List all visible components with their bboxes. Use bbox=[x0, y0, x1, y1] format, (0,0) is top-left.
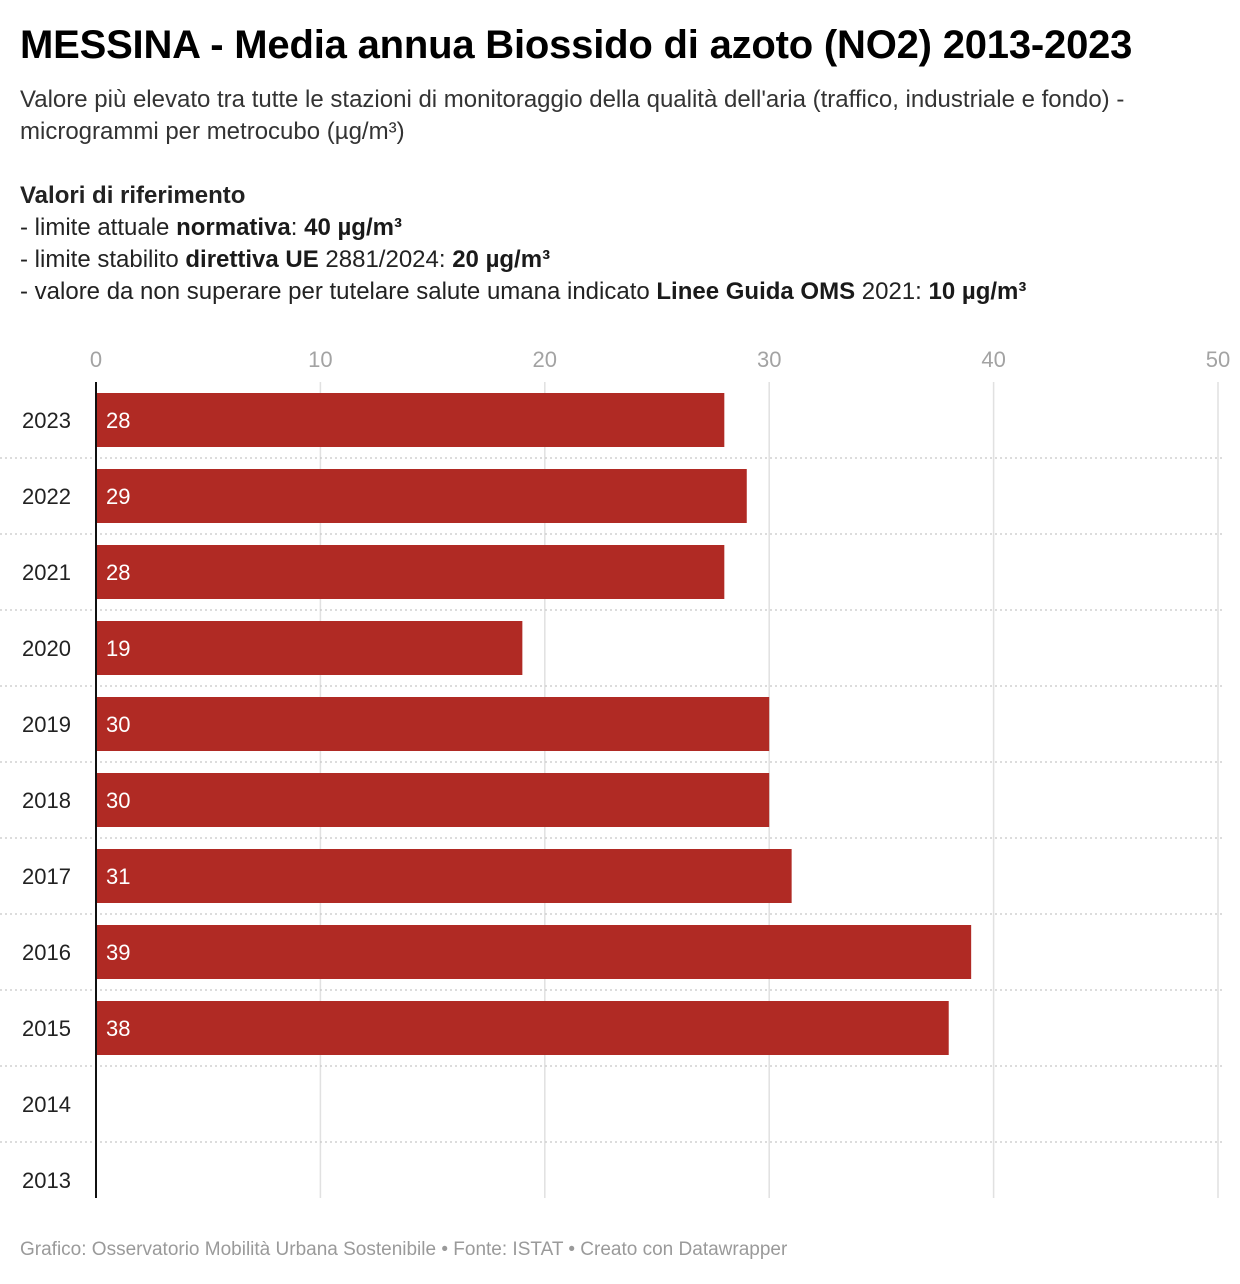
reference-line-normativa: - limite attuale normativa: 40 µg/m³ bbox=[20, 214, 402, 241]
value-label-2019: 30 bbox=[106, 712, 130, 737]
category-label-2017: 2017 bbox=[22, 864, 71, 889]
x-tick-label-10: 10 bbox=[308, 347, 332, 372]
reference-line-direttiva: - limite stabilito direttiva UE 2881/202… bbox=[20, 246, 551, 273]
x-tick-label-50: 50 bbox=[1206, 347, 1230, 372]
chart-subtitle: Valore più elevato tra tutte le stazioni… bbox=[20, 86, 1125, 145]
bar-2017 bbox=[96, 849, 792, 903]
chart-footer: Grafico: Osservatorio Mobilità Urbana So… bbox=[20, 1239, 788, 1260]
bar-2016 bbox=[96, 925, 972, 979]
bar-2022 bbox=[96, 469, 747, 523]
x-tick-label-20: 20 bbox=[533, 347, 557, 372]
value-label-2022: 29 bbox=[106, 484, 130, 509]
category-label-2016: 2016 bbox=[22, 940, 71, 965]
reference-heading: Valori di riferimento bbox=[20, 182, 246, 209]
value-label-2017: 31 bbox=[106, 864, 130, 889]
reference-line-oms: - valore da non superare per tutelare sa… bbox=[20, 278, 1027, 305]
category-label-2013: 2013 bbox=[22, 1168, 71, 1193]
value-label-2015: 38 bbox=[106, 1016, 130, 1041]
category-label-2020: 2020 bbox=[22, 636, 71, 661]
value-label-2018: 30 bbox=[106, 788, 130, 813]
bar-2015 bbox=[96, 1001, 949, 1055]
x-tick-label-0: 0 bbox=[90, 347, 102, 372]
category-label-2022: 2022 bbox=[22, 484, 71, 509]
bar-2019 bbox=[96, 697, 770, 751]
category-label-2018: 2018 bbox=[22, 788, 71, 813]
category-label-2023: 2023 bbox=[22, 408, 71, 433]
x-tick-label-40: 40 bbox=[981, 347, 1005, 372]
category-label-2019: 2019 bbox=[22, 712, 71, 737]
reference-values: Valori di riferimento - limite attuale n… bbox=[20, 180, 1220, 308]
category-label-2021: 2021 bbox=[22, 560, 71, 585]
bar-2021 bbox=[96, 545, 725, 599]
value-label-2020: 19 bbox=[106, 636, 130, 661]
bar-2018 bbox=[96, 773, 770, 827]
value-label-2023: 28 bbox=[106, 408, 130, 433]
bar-2023 bbox=[96, 393, 725, 447]
value-label-2021: 28 bbox=[106, 560, 130, 585]
chart-header: MESSINA - Media annua Biossido di azoto … bbox=[20, 20, 1220, 308]
bar-chart: 0 10 20 30 40 50 2023 28 2022 29 2021 28 2020 19 2019 3… bbox=[0, 347, 1230, 1198]
chart-title: MESSINA - Media annua Biossido di azoto … bbox=[20, 23, 1133, 67]
category-label-2014: 2014 bbox=[22, 1092, 71, 1117]
category-label-2015: 2015 bbox=[22, 1016, 71, 1041]
bar-2020 bbox=[96, 621, 523, 675]
x-tick-label-30: 30 bbox=[757, 347, 781, 372]
value-label-2016: 39 bbox=[106, 940, 130, 965]
